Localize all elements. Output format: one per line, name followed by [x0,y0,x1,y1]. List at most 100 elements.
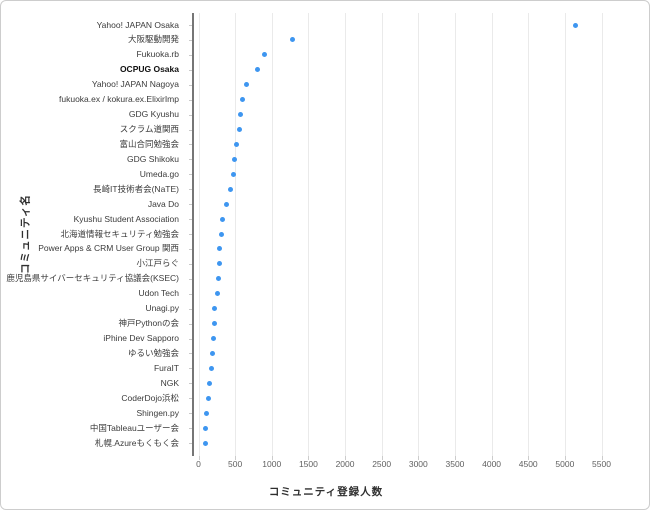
data-point [230,171,236,177]
data-point [217,246,223,252]
data-point [210,350,216,356]
data-point [254,67,260,73]
y-axis-tick-mark [189,54,192,56]
category-label: 北海道情報セキュリティ勉強会 [60,228,180,239]
x-tick-label: 500 [228,459,243,469]
y-axis-tick-mark [189,338,192,340]
y-axis-tick-mark [189,323,192,325]
y-axis-tick-mark [189,263,192,265]
category-label: GDG Kyushu [128,109,179,120]
category-label: Yahoo! JAPAN Osaka [96,19,179,30]
gridline [198,13,200,456]
x-axis-tick-mark [528,456,530,460]
y-axis-tick-mark [189,159,192,161]
category-label: 小江戸らぐ [136,258,179,269]
category-label: 中国Tableauユーザー会 [89,422,179,433]
data-point [215,291,221,297]
y-axis-tick-mark [189,308,192,310]
data-point [220,216,226,222]
category-label: Udon Tech [138,288,179,299]
category-label: OCPUG Osaka [119,64,179,75]
data-point [211,321,217,327]
category-label: fukuoka.ex / kokura.ex.ElixirImp [59,94,179,105]
x-axis-tick-mark [271,456,273,460]
y-axis-tick-mark [189,174,192,176]
category-label: CoderDojo浜松 [121,392,179,403]
y-axis-tick-mark [189,204,192,206]
gridline [308,13,310,456]
category-label: 大阪駆動開発 [127,34,179,45]
data-point [237,112,243,118]
y-axis-tick-mark [189,443,192,444]
x-tick-label: 2000 [335,459,355,469]
data-point [231,156,237,162]
data-point [204,410,210,416]
category-labels: Yahoo! JAPAN Osaka 大阪駆動開発 Fukuoka.rb OCPUG … [1,1,179,509]
y-axis-tick-mark [189,129,192,131]
category-label: Power Apps & CRM User Group 関西 [38,243,179,254]
category-label: 長崎IT技術者会(NaTE) [93,183,179,194]
x-axis-tick-mark [381,456,383,460]
y-axis-tick-mark [189,144,192,146]
gridline [564,13,566,456]
data-point [573,22,579,28]
y-axis-tick-mark [189,114,192,116]
x-axis-tick-mark [491,456,493,460]
plot-area [189,13,604,460]
category-label: スクラム道関西 [119,124,179,134]
data-point [206,380,212,386]
x-tick-label: 5500 [592,459,611,469]
y-axis-tick-mark [189,428,192,430]
x-tick-label: 4500 [518,459,538,469]
gridline [418,13,420,456]
x-axis-tick-mark [198,456,200,460]
gridline [345,13,347,456]
y-axis-tick-mark [189,69,192,71]
x-tick-label: 1000 [262,459,282,469]
data-point [202,440,208,446]
x-axis-title: コミュニティ登録人数 [268,486,384,498]
x-axis-tick-mark [345,456,347,460]
category-label: Fukuoka.rb [136,49,179,60]
x-tick-label: 3500 [445,459,465,469]
data-point [237,127,243,132]
category-label: 神戸Pythonの会 [118,318,179,329]
y-axis-tick-mark [189,99,192,101]
x-axis-tick-mark [235,456,237,460]
x-axis-tick-mark [308,456,310,460]
y-axis-tick-mark [189,368,192,370]
category-label: Java Do [147,198,179,209]
y-axis-tick-mark [189,413,192,415]
x-axis-tick-mark [564,456,566,460]
category-label: FuraIT [153,362,179,373]
y-axis-tick-mark [189,383,192,385]
y-axis-tick-mark [189,234,192,235]
y-axis-tick-mark [189,398,192,400]
x-tick-label: 2500 [372,459,392,469]
y-axis-tick-mark [189,25,192,26]
category-label: iPhine Dev Sapporo [103,333,179,343]
data-point [203,425,209,431]
x-axis-tick-mark [418,456,420,460]
y-axis-tick-mark [189,353,192,355]
y-axis-tick-mark [189,219,192,221]
data-point [211,336,217,341]
category-label: Yahoo! JAPAN Nagoya [91,79,179,90]
data-point [227,186,233,192]
y-axis-tick-mark [189,189,192,191]
data-point [223,201,229,207]
gridline [528,13,530,456]
category-label: Umeda.go [139,168,179,179]
data-point [216,261,222,267]
x-tick-label: 4000 [482,459,502,469]
category-label: Shingen.py [136,407,179,418]
category-label: Kyushu Student Association [73,213,179,224]
gridline [454,13,456,456]
data-point [243,82,249,88]
gridline [491,13,493,456]
data-point [215,276,221,282]
x-tick-label: 3000 [408,459,428,469]
x-axis-tick-mark [601,456,603,460]
gridline [235,13,237,456]
